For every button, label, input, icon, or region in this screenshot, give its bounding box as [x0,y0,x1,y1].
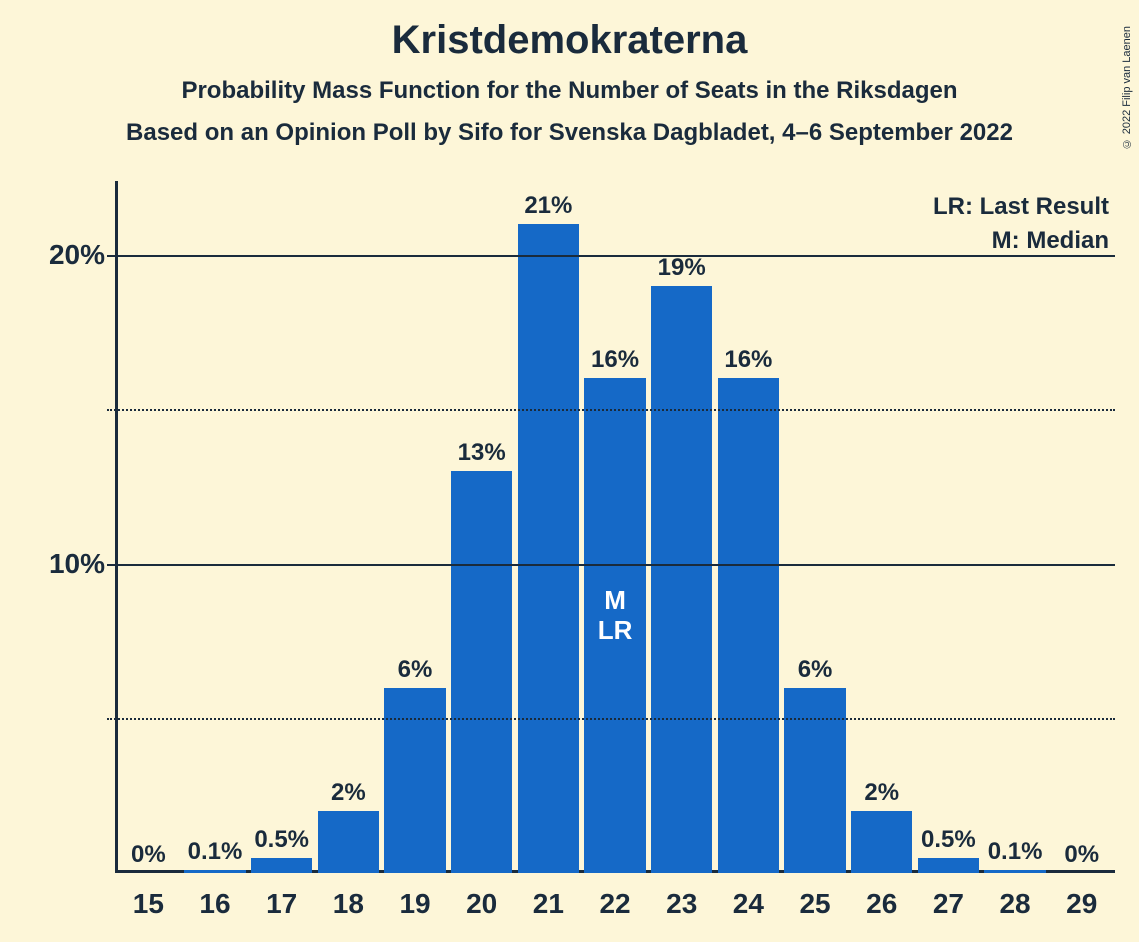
x-axis-tick-label: 16 [182,888,249,920]
bar: 13% [451,471,512,873]
bar-slot: 0% [1048,193,1115,873]
x-axis-tick-label: 21 [515,888,582,920]
y-axis-tick-label: 10% [49,548,105,580]
bar-value-label: 2% [331,779,366,807]
chart-title: Kristdemokraterna [0,18,1139,63]
x-axis-tick-label: 18 [315,888,382,920]
gridline [107,564,1115,566]
bar-slot: 0.5% [915,193,982,873]
bar: 16% [718,378,779,873]
bar-slot: 6% [382,193,449,873]
bar-value-label: 0.1% [188,838,243,866]
x-axis-tick-label: 19 [382,888,449,920]
bar-slot: 0% [115,193,182,873]
bar: 21% [518,224,579,873]
bar-value-label: 6% [798,656,833,684]
bar: 2% [318,811,379,873]
bar-slot: 0.1% [982,193,1049,873]
bar: 16%MLR [584,378,645,873]
bar: 19% [651,286,712,873]
copyright-text: © 2022 Filip van Laenen [1121,26,1133,149]
bar-slot: 6% [782,193,849,873]
bar-slot: 0.5% [248,193,315,873]
bar-slot: 0.1% [182,193,249,873]
bar: 6% [784,688,845,873]
bar-annotation: MLR [598,586,633,646]
chart-subtitle-1: Probability Mass Function for the Number… [0,77,1139,105]
bar-value-label: 6% [398,656,433,684]
bar: 0.1% [184,870,245,873]
x-axis-tick-label: 23 [648,888,715,920]
bar-slot: 2% [848,193,915,873]
bar: 6% [384,688,445,873]
bar-value-label: 16% [591,346,639,374]
bar-value-label: 13% [458,439,506,467]
bar-value-label: 0% [131,841,166,869]
bar: 2% [851,811,912,873]
chart-plot-area: LR: Last Result M: Median 0%0.1%0.5%2%6%… [115,193,1115,873]
bar-slot: 2% [315,193,382,873]
x-axis-tick-label: 17 [248,888,315,920]
chart-bars: 0%0.1%0.5%2%6%13%21%16%MLR19%16%6%2%0.5%… [115,193,1115,873]
x-axis-tick-label: 20 [448,888,515,920]
gridline [107,718,1115,720]
bar: 0.5% [918,858,979,873]
bar-value-label: 0.5% [921,826,976,854]
bar-value-label: 0.5% [254,826,309,854]
bar-slot: 13% [448,193,515,873]
bar: 0.1% [984,870,1045,873]
y-axis-tick-label: 20% [49,239,105,271]
bar-slot: 16% MLR [582,193,649,873]
x-axis-tick-label: 24 [715,888,782,920]
bar-value-label: 19% [658,254,706,282]
x-axis-tick-label: 26 [848,888,915,920]
bar-slot: 21% [515,193,582,873]
x-axis-tick-label: 15 [115,888,182,920]
bar-slot: 19% [648,193,715,873]
bar-value-label: 21% [524,192,572,220]
x-axis-tick-label: 27 [915,888,982,920]
bar-value-label: 16% [724,346,772,374]
chart-subtitle-2: Based on an Opinion Poll by Sifo for Sve… [0,119,1139,147]
x-axis-labels: 151617181920212223242526272829 [115,888,1115,920]
bar-value-label: 2% [864,779,899,807]
gridline [107,409,1115,411]
bar: 0.5% [251,858,312,873]
x-axis-tick-label: 28 [982,888,1049,920]
x-axis-tick-label: 25 [782,888,849,920]
bar-slot: 16% [715,193,782,873]
x-axis-tick-label: 22 [582,888,649,920]
bar-value-label: 0.1% [988,838,1043,866]
gridline [107,255,1115,257]
x-axis-tick-label: 29 [1048,888,1115,920]
bar-value-label: 0% [1064,841,1099,869]
